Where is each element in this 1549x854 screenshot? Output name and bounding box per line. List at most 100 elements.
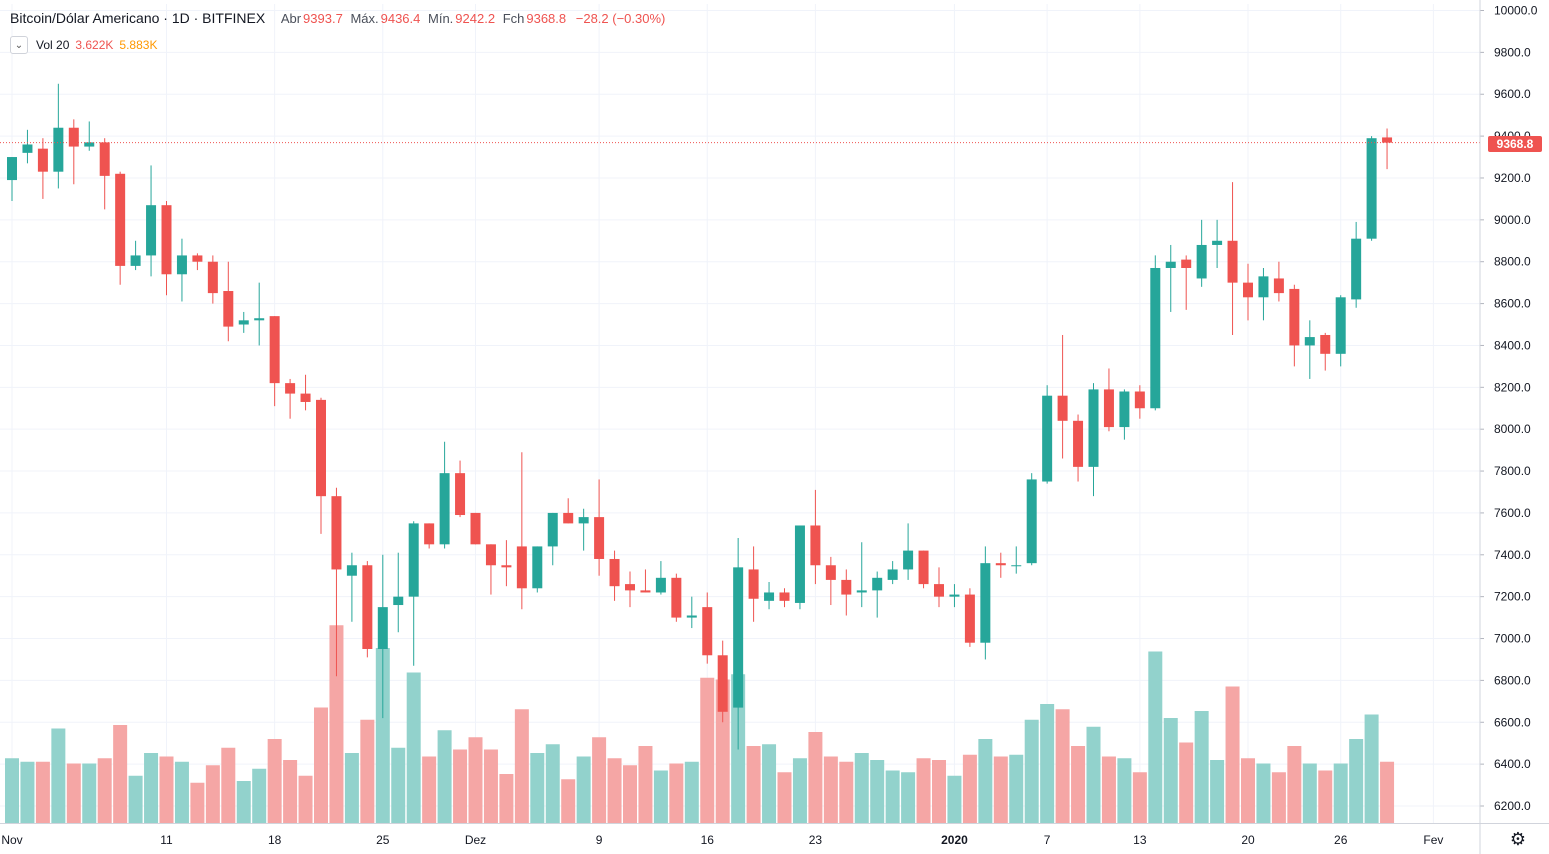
volume-bar (1040, 704, 1055, 823)
y-tick-label: 8000.0 (1494, 422, 1531, 436)
candle-body (995, 563, 1006, 566)
candlesticks (7, 83, 1393, 750)
candle-body (207, 261, 218, 294)
candle-body (470, 512, 481, 545)
candle-body (1243, 282, 1253, 298)
candle-body (115, 173, 126, 266)
volume-bar (1194, 711, 1209, 823)
candle-body (949, 594, 960, 597)
y-tick-label: 9800.0 (1494, 45, 1531, 59)
candle-body (625, 584, 635, 591)
candle-body (516, 546, 527, 589)
volume-bar (1380, 761, 1395, 823)
candle-body (300, 393, 311, 402)
volume-bar (1117, 758, 1132, 823)
candle-body (779, 592, 790, 601)
last-price-tag: 9368.8 (1488, 136, 1542, 152)
gear-icon[interactable]: ⚙ (1509, 829, 1527, 849)
volume-bar (638, 746, 653, 823)
candle-body (393, 596, 404, 606)
candle-body (764, 592, 775, 601)
volume-bar (35, 761, 50, 823)
candle-body (1227, 240, 1238, 283)
volume-bar (607, 758, 622, 823)
candle-body (825, 565, 836, 580)
candle-body (686, 615, 697, 618)
y-tick-label: 7400.0 (1494, 548, 1531, 562)
candle-body (547, 512, 558, 547)
volume-bar (777, 772, 792, 823)
volume-bar (97, 758, 112, 823)
candle-body (1289, 288, 1300, 346)
volume-indicator-name[interactable]: Vol 20 (36, 38, 70, 52)
candle-body (331, 496, 342, 570)
volume-bar (1349, 739, 1364, 823)
chart-legend: Bitcoin/Dólar Americano · 1D · BITFINEX … (10, 10, 665, 26)
candle-body (269, 316, 280, 384)
chevron-down-icon[interactable]: ⌄ (10, 36, 28, 54)
candle-body (37, 148, 48, 172)
y-tick-label: 9600.0 (1494, 87, 1531, 101)
x-tick-label: 18 (268, 833, 282, 847)
volume-bar (514, 709, 529, 823)
candle-body (1057, 395, 1068, 421)
volume-bar (174, 761, 189, 823)
volume-bar (1055, 709, 1070, 823)
candle-body (532, 546, 543, 589)
volume-bar (144, 753, 159, 823)
volume-bar (700, 677, 715, 823)
symbol-title[interactable]: Bitcoin/Dólar Americano · 1D · BITFINEX (10, 10, 266, 26)
candle-body (1258, 276, 1269, 298)
volume-bar (82, 763, 97, 823)
candle-body (1119, 391, 1130, 428)
volume-bar (314, 707, 328, 823)
volume-ma-value: 5.883K (119, 38, 158, 52)
volume-bar (561, 779, 576, 823)
volume-bar (746, 746, 761, 823)
volume-bar (653, 770, 668, 823)
volume-bar (283, 760, 298, 823)
candle-body (748, 569, 759, 599)
volume-bar (762, 744, 777, 823)
volume-bar (978, 739, 993, 823)
candle-body (903, 550, 914, 570)
volume-bar (344, 753, 359, 823)
candle-body (1026, 479, 1037, 564)
volume-bar (962, 754, 977, 823)
candle-body (146, 205, 157, 256)
candle-body (563, 512, 574, 524)
candle-body (1073, 420, 1084, 467)
y-tick-label: 7000.0 (1494, 632, 1531, 646)
candle-body (655, 577, 666, 593)
volume-bar (221, 747, 236, 823)
candle-body (455, 473, 466, 516)
y-tick-label: 10000.0 (1494, 4, 1538, 18)
y-tick-label: 8400.0 (1494, 338, 1531, 352)
x-tick-label: 7 (1044, 833, 1051, 847)
high-label: Máx. (350, 11, 379, 26)
volume-bar (854, 753, 869, 823)
volume-bar (375, 648, 390, 823)
volume-bar (1271, 772, 1286, 823)
candle-body (485, 544, 496, 566)
volume-value: 3.622K (75, 38, 114, 52)
candle-body (1335, 297, 1346, 354)
candle-body (810, 525, 821, 566)
volume-bar (839, 761, 854, 823)
candle-body (1304, 337, 1315, 346)
volume-bar (422, 756, 437, 823)
candle-body (671, 577, 682, 618)
candle-body (856, 590, 867, 593)
volume-bar (684, 761, 699, 823)
volume-bar (1302, 763, 1317, 823)
volume-bar (623, 765, 637, 823)
candle-body (7, 157, 17, 181)
volume-bar (901, 772, 916, 823)
volume-bar (1101, 756, 1116, 823)
y-tick-label: 8600.0 (1494, 297, 1531, 311)
candle-body (424, 523, 435, 545)
candle-body (1351, 238, 1362, 300)
volume-bar (1256, 763, 1271, 823)
volume-bar (576, 756, 591, 823)
